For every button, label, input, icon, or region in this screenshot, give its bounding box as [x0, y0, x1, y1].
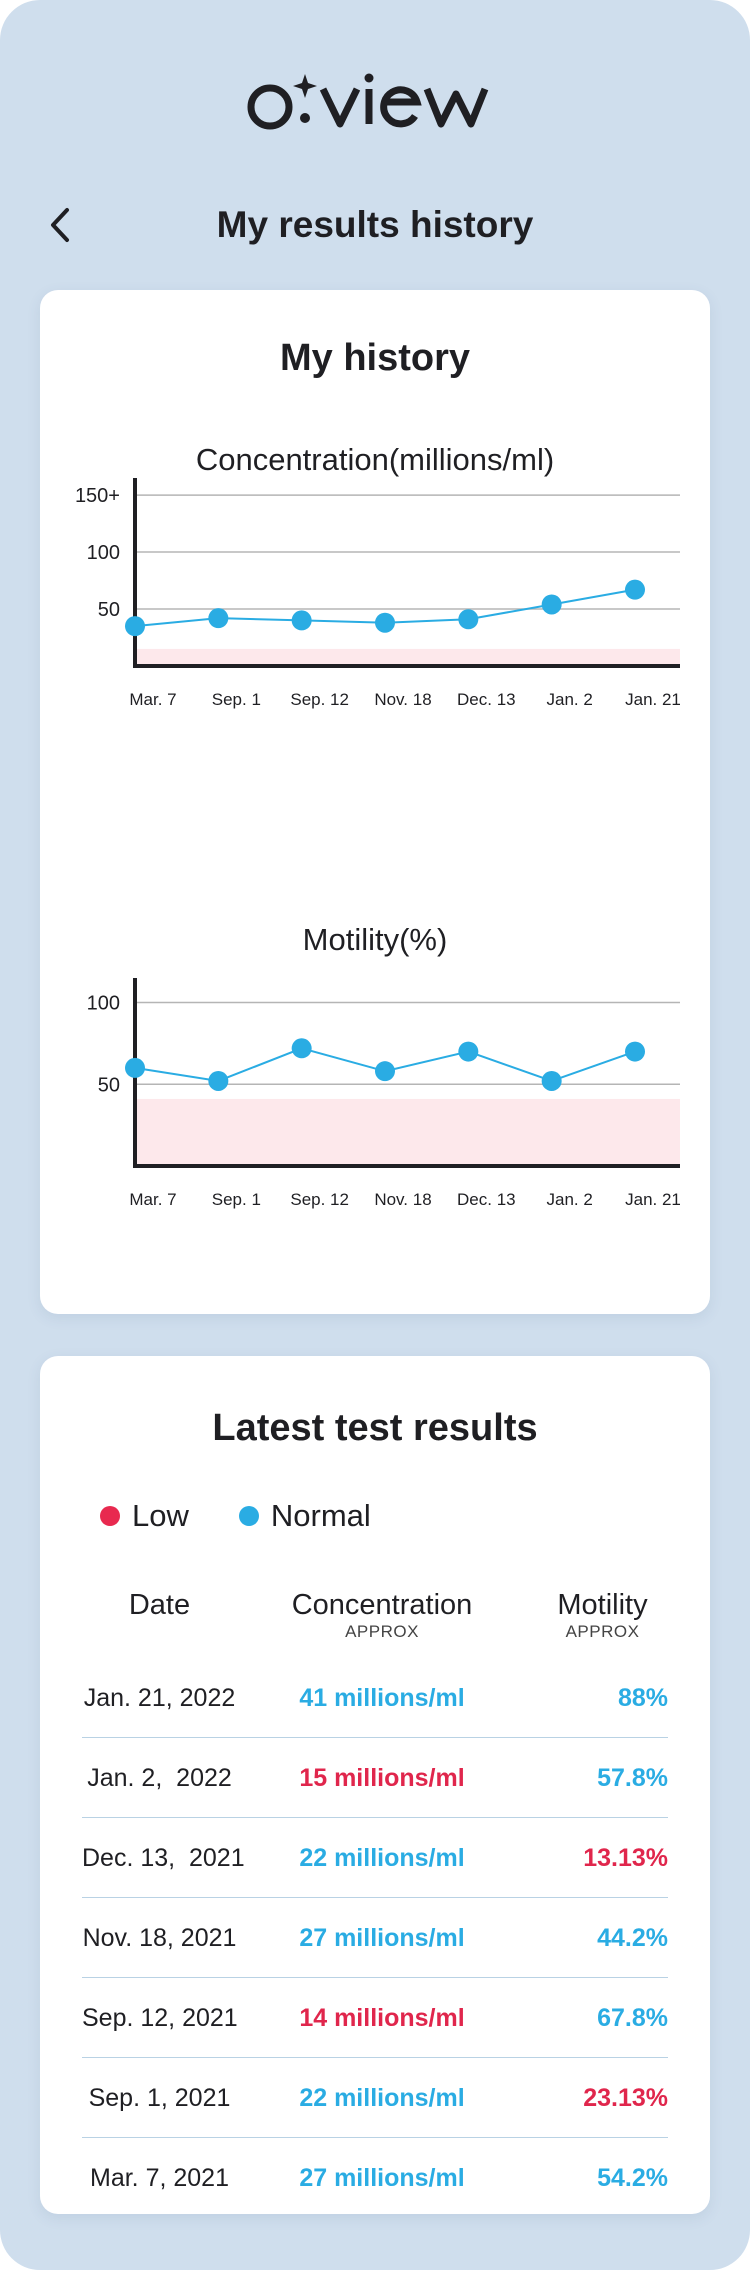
low-zone-band: [135, 648, 680, 666]
table-row: Dec. 13, 2021 22 millions/ml 13.13%: [82, 1818, 668, 1898]
data-point: [291, 610, 312, 631]
cell-concentration: 22 millions/ml: [299, 2084, 465, 2112]
data-point: [625, 1041, 645, 1062]
cell-concentration: 27 millions/ml: [299, 2164, 465, 2192]
header-concentration: Concentration APPROX: [267, 1588, 497, 1642]
x-tick-label: Dec. 13: [457, 1190, 516, 1209]
table-row: Nov. 18, 2021 27 millions/ml 44.2%: [82, 1898, 668, 1978]
page-title: My results history: [216, 204, 534, 245]
cell-concentration: 41 millions/ml: [299, 1684, 465, 1712]
cell-date: Sep. 1, 2021: [88, 2084, 231, 2112]
concentration-chart: 50 100 150+ Mar. 7 Sep. 1 Sep. 12 Nov. 18 Dec. …: [75, 478, 681, 709]
status-legend: Low Normal: [100, 1496, 421, 1536]
y-tick-label: 100: [87, 993, 120, 1015]
header-concentration-sub: APPROX: [345, 1622, 419, 1641]
motility-chart-title: Motility(%): [302, 922, 448, 957]
cell-concentration: 14 millions/ml: [299, 2004, 465, 2032]
cell-date: Mar. 7, 2021: [90, 2164, 229, 2192]
low-zone-band: [135, 1098, 680, 1166]
chevron-left-icon: [51, 208, 69, 242]
header-concentration-label: Concentration: [291, 1589, 473, 1621]
y-tick-label: 150+: [75, 485, 120, 507]
x-tick-label: Jan. 2: [547, 1190, 593, 1209]
data-point: [458, 1041, 479, 1062]
history-card: My history Concentration(millions/ml) 50…: [40, 290, 710, 1314]
x-tick-label: Sep. 12: [290, 690, 349, 709]
cell-concentration: 22 millions/ml: [299, 1844, 465, 1872]
x-tick-label: Sep. 1: [212, 1190, 261, 1209]
x-tick-label: Jan. 2: [547, 690, 593, 709]
cell-concentration: 27 millions/ml: [299, 1924, 465, 1952]
table-row: Jan. 2, 2022 15 millions/ml 57.8%: [82, 1738, 668, 1818]
legend-low-label: Low: [132, 1498, 189, 1533]
legend-low: Low: [100, 1498, 189, 1534]
cell-motility: 57.8%: [597, 1764, 668, 1792]
y-tick-label: 100: [87, 542, 120, 564]
header-date-label: Date: [128, 1589, 191, 1621]
x-tick-label: Mar. 7: [129, 1190, 176, 1209]
top-navigation: My results history: [0, 195, 750, 255]
cell-motility: 54.2%: [597, 2164, 668, 2192]
header-motility: Motility APPROX: [537, 1588, 668, 1642]
table-row: Mar. 7, 2021 27 millions/ml 54.2%: [82, 2138, 668, 2218]
cell-concentration: 15 millions/ml: [299, 1764, 465, 1792]
table-row: Sep. 12, 2021 14 millions/ml 67.8%: [82, 1978, 668, 2058]
data-point: [375, 612, 395, 633]
x-tick-label: Jan. 21: [625, 1190, 681, 1209]
legend-normal: Normal: [238, 1498, 371, 1534]
back-button[interactable]: [40, 205, 80, 245]
table-row: Jan. 21, 2022 41 millions/ml 88%: [82, 1658, 668, 1738]
data-point: [375, 1061, 395, 1082]
header-motility-label: Motility: [557, 1589, 648, 1621]
x-tick-label: Jan. 21: [625, 690, 681, 709]
table-body: Jan. 21, 2022 41 millions/ml 88% Jan. 2, 20…: [82, 1658, 668, 2218]
cell-motility: 44.2%: [597, 1924, 668, 1952]
latest-results-title: Latest test results: [212, 1407, 538, 1449]
data-point: [541, 594, 562, 615]
data-point: [541, 1070, 562, 1091]
header-motility-sub: APPROX: [565, 1622, 640, 1641]
cell-motility: 13.13%: [583, 1844, 668, 1872]
cell-date: Sep. 12, 2021: [82, 2004, 238, 2032]
cell-motility: 88%: [617, 1684, 668, 1712]
data-point: [625, 579, 645, 600]
x-tick-label: Sep. 12: [290, 1190, 349, 1209]
cell-date: Nov. 18, 2021: [82, 1924, 237, 1952]
data-point: [125, 1057, 145, 1078]
motility-chart: 50 100 Mar. 7 Sep. 1 Sep. 12 Nov. 18 Dec. 13 Ja…: [87, 978, 681, 1209]
legend-normal-label: Normal: [270, 1498, 371, 1533]
data-point: [125, 616, 145, 637]
cell-motility: 23.13%: [583, 2084, 668, 2112]
header-date: Date: [82, 1588, 237, 1622]
x-tick-label: Mar. 7: [129, 690, 176, 709]
data-point: [458, 609, 479, 630]
cell-date: Jan. 2, 2022: [87, 1764, 232, 1792]
data-point: [208, 608, 229, 629]
table-header: Date Concentration APPROX Motility APPRO…: [82, 1588, 668, 1658]
x-tick-label: Dec. 13: [457, 690, 516, 709]
x-tick-label: Nov. 18: [374, 690, 431, 709]
cell-motility: 67.8%: [597, 2004, 668, 2032]
low-dot-icon: [100, 1506, 120, 1526]
cell-date: Dec. 13, 2021: [82, 1844, 245, 1872]
latest-results-card: Latest test results Low Normal Date Conc…: [40, 1356, 710, 2214]
y-tick-label: 50: [98, 1074, 120, 1096]
x-tick-label: Nov. 18: [374, 1190, 431, 1209]
data-point: [291, 1038, 312, 1059]
table-row: Sep. 1, 2021 22 millions/ml 23.13%: [82, 2058, 668, 2138]
x-tick-label: Sep. 1: [212, 690, 261, 709]
history-title: My history: [279, 337, 471, 379]
oview-logo: [247, 73, 489, 130]
concentration-chart-title: Concentration(millions/ml): [195, 442, 555, 477]
data-point: [208, 1070, 229, 1091]
app-logo: [0, 72, 750, 132]
cell-date: Jan. 21, 2022: [83, 1684, 236, 1712]
normal-dot-icon: [238, 1506, 259, 1526]
results-table: Date Concentration APPROX Motility APPRO…: [82, 1588, 668, 2192]
y-tick-label: 50: [98, 599, 120, 621]
